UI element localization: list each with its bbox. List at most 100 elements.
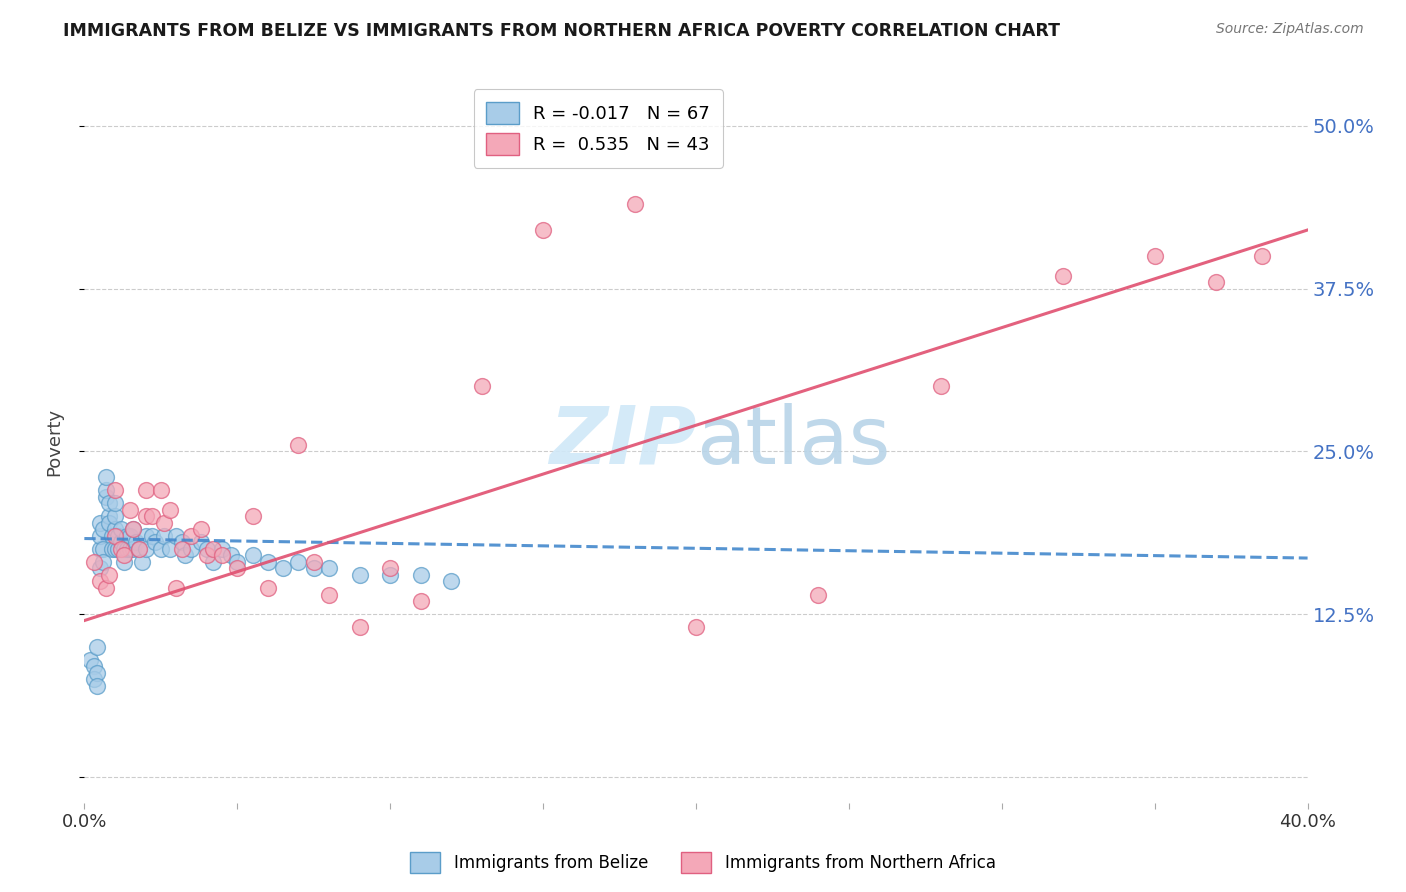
Point (440, 574, 463, 589)
Point (125, 535, 148, 549)
Point (287, 438, 309, 452)
Point (135, 529, 157, 543)
Point (318, 561, 340, 575)
Point (159, 503, 181, 517)
Point (91, 523, 114, 537)
Point (685, 620, 707, 634)
Y-axis label: Poverty: Poverty (45, 408, 63, 475)
Point (531, 223, 554, 237)
Point (172, 541, 194, 556)
Point (104, 541, 127, 556)
Text: ZIP: ZIP (548, 402, 696, 481)
Point (104, 529, 127, 543)
Point (219, 549, 242, 563)
Point (94, 490, 117, 504)
Point (94, 581, 117, 595)
Point (172, 535, 194, 549)
Point (89, 541, 111, 556)
Point (159, 541, 181, 556)
Point (104, 523, 127, 537)
Point (91, 541, 114, 556)
Point (83, 659, 105, 673)
Point (201, 541, 224, 556)
Point (97, 516, 120, 530)
Point (104, 509, 127, 524)
Point (409, 568, 432, 582)
Point (271, 561, 294, 575)
Point (122, 523, 145, 537)
Point (94, 470, 117, 484)
Point (120, 503, 142, 517)
Point (190, 523, 212, 537)
Point (380, 568, 402, 582)
Legend: Immigrants from Belize, Immigrants from Northern Africa: Immigrants from Belize, Immigrants from … (404, 846, 1002, 880)
Point (180, 529, 202, 543)
Point (409, 594, 432, 608)
Point (89, 574, 111, 589)
Point (112, 549, 135, 563)
Point (287, 555, 309, 569)
Point (112, 555, 135, 569)
Text: IMMIGRANTS FROM BELIZE VS IMMIGRANTS FROM NORTHERN AFRICA POVERTY CORRELATION CH: IMMIGRANTS FROM BELIZE VS IMMIGRANTS FRO… (63, 22, 1060, 40)
Point (153, 516, 176, 530)
Point (1250, 249, 1272, 263)
Point (97, 509, 120, 524)
Point (226, 561, 249, 575)
Point (471, 379, 494, 393)
Point (141, 529, 163, 543)
Point (104, 496, 127, 510)
Point (149, 541, 172, 556)
Point (1143, 249, 1166, 263)
Point (807, 587, 830, 601)
Point (128, 541, 150, 556)
Point (122, 523, 145, 537)
Point (128, 541, 150, 556)
Point (211, 549, 233, 563)
Text: atlas: atlas (696, 402, 890, 481)
Legend: R = -0.017   N = 67, R =  0.535   N = 43: R = -0.017 N = 67, R = 0.535 N = 43 (474, 89, 723, 168)
Point (180, 541, 202, 556)
Point (104, 483, 127, 498)
Point (120, 529, 142, 543)
Point (226, 555, 249, 569)
Point (89, 529, 111, 543)
Point (110, 541, 132, 556)
Point (131, 555, 153, 569)
Point (380, 561, 402, 575)
Point (110, 523, 132, 537)
Point (101, 529, 124, 543)
Point (201, 555, 224, 569)
Point (153, 529, 176, 543)
Point (86, 679, 108, 693)
Point (165, 581, 187, 595)
Point (624, 197, 647, 211)
Point (165, 529, 187, 543)
Point (86, 640, 108, 654)
Point (89, 516, 111, 530)
Point (112, 541, 135, 556)
Point (135, 483, 157, 498)
Point (101, 541, 124, 556)
Point (91, 555, 114, 569)
Point (110, 535, 132, 549)
Point (89, 561, 111, 575)
Point (195, 541, 218, 556)
Point (83, 555, 105, 569)
Point (115, 541, 138, 556)
Point (349, 568, 371, 582)
Point (1052, 268, 1074, 283)
Text: Source: ZipAtlas.com: Source: ZipAtlas.com (1216, 22, 1364, 37)
Point (97, 496, 120, 510)
Point (349, 620, 371, 634)
Point (211, 541, 233, 556)
Point (122, 541, 145, 556)
Point (94, 483, 117, 498)
Point (135, 541, 157, 556)
Point (190, 535, 212, 549)
Point (149, 483, 172, 498)
Point (79, 652, 101, 666)
Point (97, 568, 120, 582)
Point (242, 549, 264, 563)
Point (302, 555, 325, 569)
Point (257, 555, 280, 569)
